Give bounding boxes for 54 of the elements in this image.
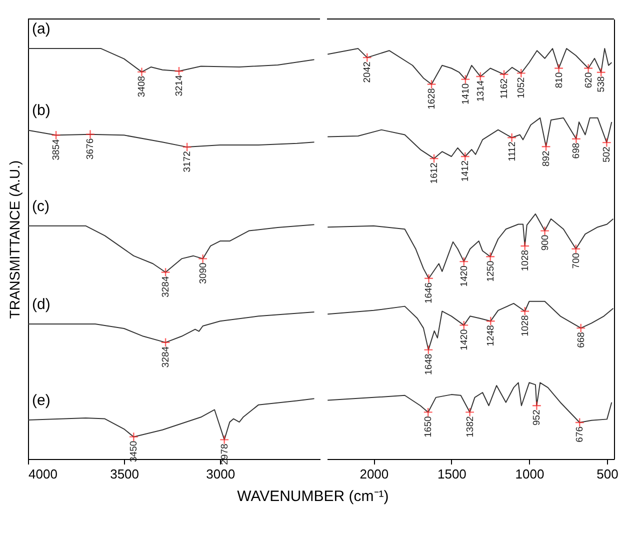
- annotation: 1420: [458, 329, 470, 350]
- annotation: 3854: [51, 139, 62, 160]
- annotation: 3408: [136, 76, 148, 98]
- annotation: 1248: [486, 325, 497, 346]
- annotation: 620: [583, 72, 594, 88]
- annotation: 3284: [160, 276, 172, 298]
- annotation: 1162: [499, 78, 510, 99]
- series-label: (c): [32, 198, 50, 215]
- series-label: (b): [32, 102, 50, 120]
- annotation: 538: [596, 76, 608, 92]
- annotation: 700: [570, 252, 582, 269]
- annotation: 1412: [460, 160, 472, 182]
- annotation: 1314: [475, 80, 486, 102]
- x-axis-title: WAVENUMBER (cm⁻¹): [237, 488, 389, 505]
- annotation: 892: [541, 150, 552, 167]
- annotation: 1382: [464, 416, 476, 438]
- annotation: 676: [574, 426, 586, 442]
- annotation: 1648: [423, 354, 434, 375]
- x-tick-label: 1000: [515, 466, 544, 482]
- annotation: 1112: [506, 142, 518, 162]
- series-label: (e): [32, 392, 50, 410]
- annotation: 502: [602, 146, 613, 162]
- annotation: 698: [571, 142, 582, 159]
- annotation: 1410: [460, 83, 472, 104]
- annotation: 3450: [128, 440, 140, 462]
- annotation: 1028: [520, 250, 531, 272]
- annotation: 1052: [516, 77, 528, 98]
- series-label: (d): [32, 296, 50, 313]
- x-tick-label: 1500: [437, 466, 466, 482]
- x-tick-label: 2000: [360, 466, 389, 482]
- x-tick-label: 3500: [110, 466, 140, 482]
- annotation: 2978: [219, 444, 230, 465]
- annotation: 668: [576, 332, 587, 348]
- annotation: 3090: [198, 262, 209, 284]
- annotation: 952: [532, 410, 543, 426]
- annotation: 1420: [458, 266, 470, 287]
- annotation: 3676: [85, 138, 96, 160]
- annotation: 1612: [429, 162, 440, 184]
- x-tick-label: 3000: [206, 466, 236, 482]
- y-axis-title: TRANSMITTANCE (A.U.): [6, 160, 22, 319]
- annotation: 900: [540, 234, 551, 251]
- series-label: (a): [32, 20, 50, 38]
- x-tick-label: 4000: [28, 466, 58, 482]
- annotation: 3214: [174, 75, 185, 96]
- annotation: 1028: [520, 315, 531, 336]
- annotation: 3284: [160, 346, 172, 368]
- annotation: 1250: [485, 260, 496, 282]
- x-tick-label: 500: [596, 466, 618, 482]
- annotation: 1646: [424, 282, 435, 304]
- annotation: 1628: [426, 88, 438, 110]
- annotation: 1650: [423, 416, 434, 438]
- annotation: 2042: [362, 62, 374, 83]
- annotation: 810: [554, 72, 565, 88]
- annotation: 3172: [182, 151, 194, 172]
